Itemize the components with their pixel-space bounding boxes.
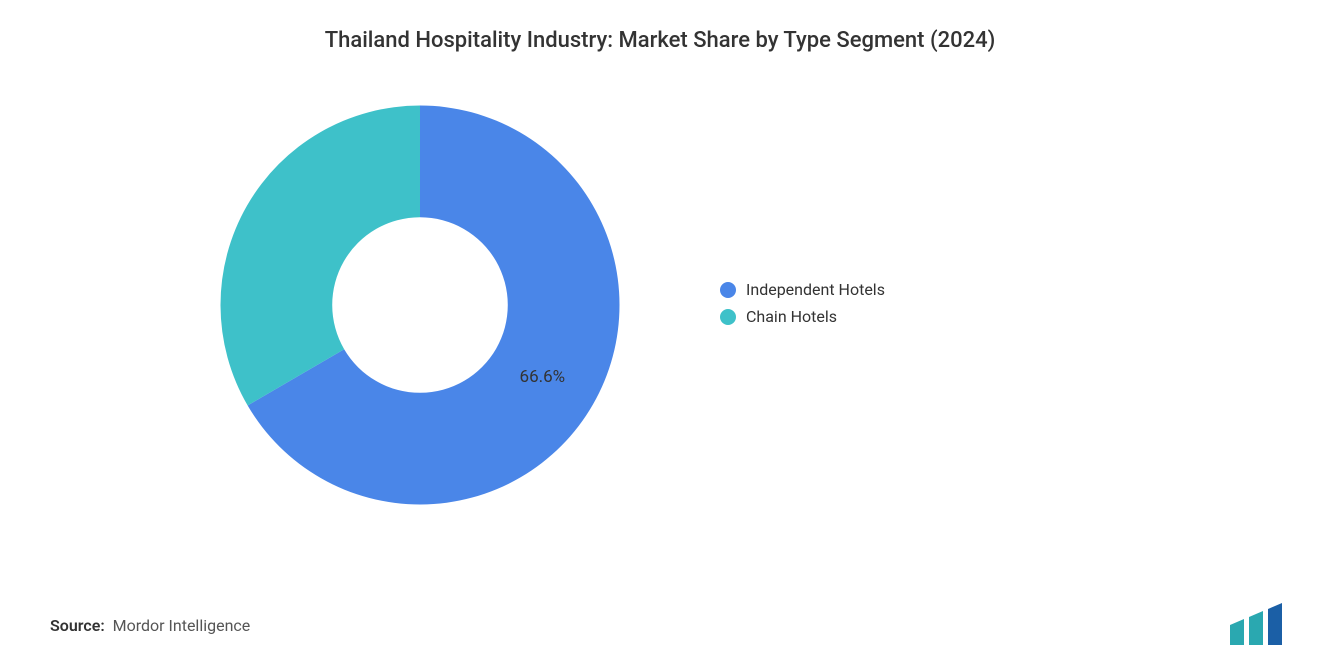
legend: Independent Hotels Chain Hotels (720, 280, 885, 334)
legend-item-0: Independent Hotels (720, 280, 885, 299)
slice-label-0: 66.6% (520, 367, 566, 387)
donut-chart (210, 95, 630, 515)
chart-title: Thailand Hospitality Industry: Market Sh… (0, 0, 1320, 53)
logo-bar-1 (1249, 611, 1263, 645)
donut-chart-container: 66.6% (210, 95, 630, 515)
legend-item-1: Chain Hotels (720, 307, 885, 326)
legend-label-0: Independent Hotels (746, 280, 885, 299)
legend-swatch-0 (720, 282, 736, 298)
source-prefix: Source: (50, 616, 105, 635)
logo-bar-2 (1268, 603, 1282, 645)
source-name: Mordor Intelligence (113, 616, 251, 635)
legend-swatch-1 (720, 309, 736, 325)
legend-label-1: Chain Hotels (746, 307, 837, 326)
donut-slice-1 (221, 106, 421, 406)
logo-bar-0 (1230, 619, 1244, 645)
brand-logo-icon (1230, 603, 1290, 645)
source-line: Source: Mordor Intelligence (50, 616, 250, 635)
